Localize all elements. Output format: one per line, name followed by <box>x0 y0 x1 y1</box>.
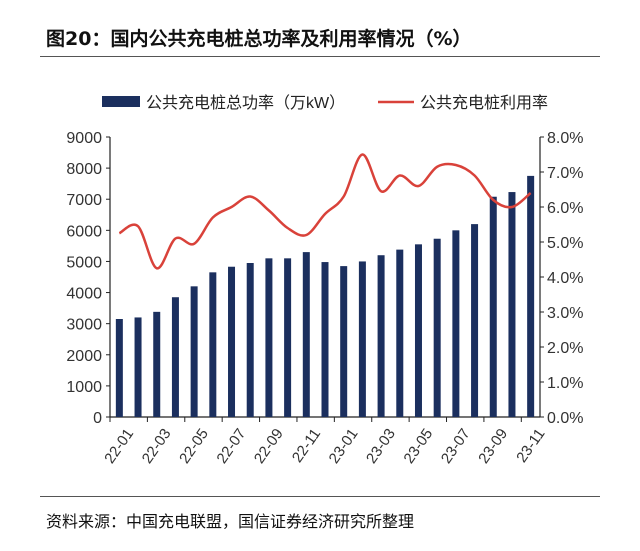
bar-23-06 <box>433 238 441 417</box>
bar-23-10 <box>508 192 516 417</box>
bar-22-05 <box>190 286 198 417</box>
left-tick-label: 4000 <box>66 286 102 303</box>
bar-22-01 <box>115 319 123 417</box>
right-tick-label: 1.0% <box>547 375 583 392</box>
right-tick-label: 2.0% <box>547 340 583 357</box>
left-tick-label: 0 <box>93 410 102 427</box>
left-tick-label: 1000 <box>66 379 102 396</box>
legend-line-label: 公共充电桩利用率 <box>420 94 548 112</box>
left-tick-label: 7000 <box>66 192 102 209</box>
bar-22-12 <box>321 262 329 417</box>
left-tick-label: 3000 <box>66 317 102 334</box>
right-tick-label: 7.0% <box>547 165 583 182</box>
bar-23-04 <box>396 249 404 417</box>
left-tick-label: 9000 <box>66 130 102 147</box>
legend-bar-swatch <box>102 96 140 107</box>
utilization-line <box>118 153 532 270</box>
right-tick-label: 8.0% <box>547 130 583 147</box>
left-tick-label: 6000 <box>66 223 102 240</box>
x-tick-label: 22-03 <box>139 426 175 467</box>
right-tick-label: 5.0% <box>547 235 583 252</box>
bar-23-07 <box>452 230 460 417</box>
x-tick-label: 22-05 <box>176 426 212 467</box>
bar-23-02 <box>358 261 366 417</box>
x-tick-label: 23-09 <box>475 426 511 467</box>
bar-23-05 <box>414 244 422 417</box>
bar-22-06 <box>209 272 217 417</box>
x-tick-label: 23-05 <box>400 426 436 467</box>
left-tick-label: 2000 <box>66 348 102 365</box>
bar-22-11 <box>302 252 310 417</box>
chart-title: 图20：国内公共充电桩总功率及利用率情况（%） <box>46 28 472 50</box>
left-tick-label: 5000 <box>66 254 102 271</box>
x-tick-label: 22-01 <box>101 426 137 467</box>
x-tick-label: 22-07 <box>213 426 249 467</box>
title-divider <box>40 56 600 57</box>
bar-22-08 <box>246 263 254 417</box>
x-tick-label: 23-03 <box>363 426 399 467</box>
bar-22-02 <box>134 317 142 417</box>
x-tick-label: 23-01 <box>326 426 362 467</box>
x-tick-label: 22-09 <box>251 426 287 467</box>
bar-23-08 <box>471 224 479 417</box>
x-tick-label: 23-07 <box>438 426 474 467</box>
bar-23-11 <box>527 175 535 417</box>
right-tick-label: 0.0% <box>547 410 583 427</box>
left-tick-label: 8000 <box>66 161 102 178</box>
bar-23-03 <box>377 255 385 417</box>
source-divider <box>40 496 600 497</box>
right-tick-label: 6.0% <box>547 200 583 217</box>
bar-22-04 <box>171 297 179 417</box>
x-tick-label: 22-11 <box>289 426 324 466</box>
right-tick-label: 3.0% <box>547 305 583 322</box>
right-tick-label: 4.0% <box>547 270 583 287</box>
bar-22-10 <box>284 258 292 417</box>
bar-23-09 <box>489 196 497 417</box>
bar-22-07 <box>228 266 236 417</box>
x-tick-label: 23-11 <box>513 426 548 466</box>
source-note: 资料来源：中国充电联盟，国信证券经济研究所整理 <box>46 512 415 531</box>
bar-22-09 <box>265 258 273 417</box>
legend-bar-label: 公共充电桩总功率（万kW） <box>146 94 345 112</box>
bar-22-03 <box>153 311 161 417</box>
bar-23-01 <box>340 266 348 417</box>
